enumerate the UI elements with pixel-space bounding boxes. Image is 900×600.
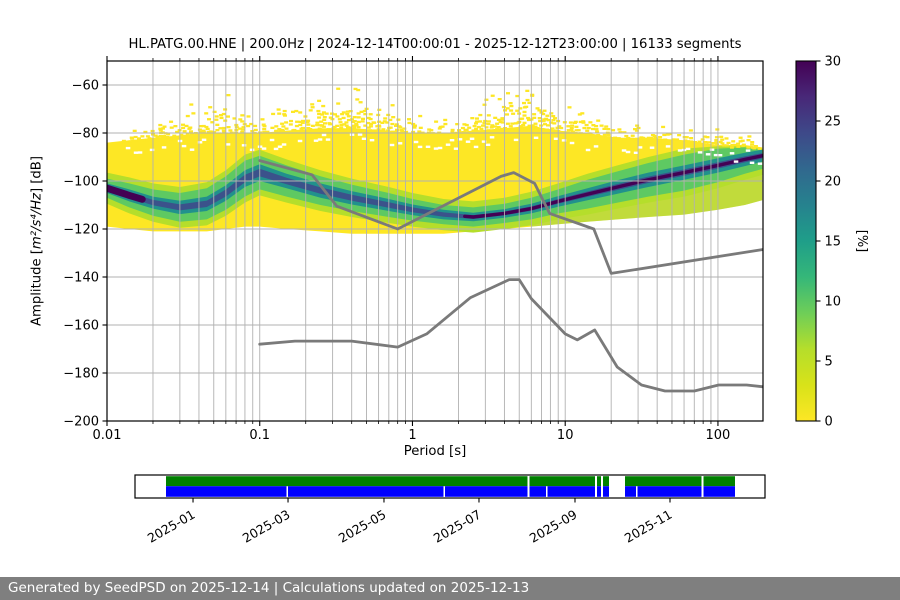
dark-ridge	[463, 154, 763, 219]
timeline-green-segment	[166, 476, 528, 487]
timeline-blue-segment	[445, 486, 528, 497]
timeline-blue-segment	[603, 486, 609, 497]
coverage-timeline: 2025-01 2025-03 2025-05 2025-07 2025-09 2025-…	[134, 474, 766, 546]
y-tick-label: −100	[63, 175, 99, 190]
colorbar: 0 5 10 15 20 25 30 [%]	[795, 55, 869, 430]
colorbar-tick-label: 10	[825, 295, 842, 310]
y-tick-label: −80	[72, 127, 99, 142]
x-tick-label: 0.1	[249, 428, 270, 443]
timeline-blue-segment	[288, 486, 444, 497]
y-tick-label: −200	[63, 415, 99, 430]
band-green	[107, 147, 763, 227]
colorbar-tick-label: 15	[825, 235, 842, 250]
colorbar-tick-label: 30	[825, 55, 842, 70]
x-tick-label: 100	[706, 428, 731, 443]
plot-title: HL.PATG.00.HNE | 200.0Hz | 2024-12-14T00…	[128, 37, 742, 52]
y-tick-label: −140	[63, 271, 99, 286]
timeline-tick-label: 2025-03	[240, 507, 293, 546]
colorbar-tick-label: 5	[825, 355, 833, 370]
timeline-tick-label: 2025-11	[622, 507, 675, 546]
timeline-green-segment	[603, 476, 609, 487]
colorbar-label: [%]	[854, 230, 869, 253]
timeline-green-segment	[625, 476, 702, 487]
colorbar-tick-label: 20	[825, 175, 842, 190]
y-tick-label: −160	[63, 319, 99, 334]
footer-bar: Generated by SeedPSD on 2025-12-14 | Cal…	[0, 577, 900, 600]
y-tick-label: −60	[72, 79, 99, 94]
ppsd-histogram	[107, 87, 763, 234]
dark-ridge	[107, 184, 146, 203]
timeline-tick-label: 2025-01	[145, 507, 198, 546]
timeline-blue-segment	[547, 486, 595, 497]
timeline-blue-segment	[625, 486, 636, 497]
grid	[106, 61, 763, 421]
band-blue	[107, 153, 763, 219]
timeline-green-segment	[529, 476, 595, 487]
x-axis-label: Period [s]	[403, 444, 467, 459]
timeline-blue-segment	[529, 486, 546, 497]
timeline-tick-label: 2025-05	[336, 507, 389, 546]
timeline-tick-label: 2025-07	[431, 507, 484, 546]
y-tick-label: −180	[63, 367, 99, 382]
colorbar-gradient	[796, 61, 816, 421]
timeline-tick-label: 2025-09	[527, 507, 580, 546]
y-tick-label: −120	[63, 223, 99, 238]
axes: 0.01 0.1 1 10 100 −60 −80 −100 −120 −140 −160 −180 −…	[63, 56, 764, 443]
x-tick-label: 10	[557, 428, 574, 443]
colorbar-tick-label: 0	[825, 415, 833, 430]
x-tick-label: 0.01	[93, 428, 122, 443]
timeline-green-segment	[703, 476, 735, 487]
noise-model-line	[258, 159, 763, 275]
timeline-blue-segment	[637, 486, 702, 497]
timeline-blue-segment	[597, 486, 601, 497]
noise-models	[258, 159, 763, 393]
noise-model-line	[258, 278, 763, 393]
x-tick-label: 1	[408, 428, 416, 443]
timeline-green-segment	[597, 476, 601, 487]
timeline-blue-segment	[166, 486, 287, 497]
colorbar-tick-label: 25	[825, 115, 842, 130]
timeline-blue-segment	[703, 486, 735, 497]
